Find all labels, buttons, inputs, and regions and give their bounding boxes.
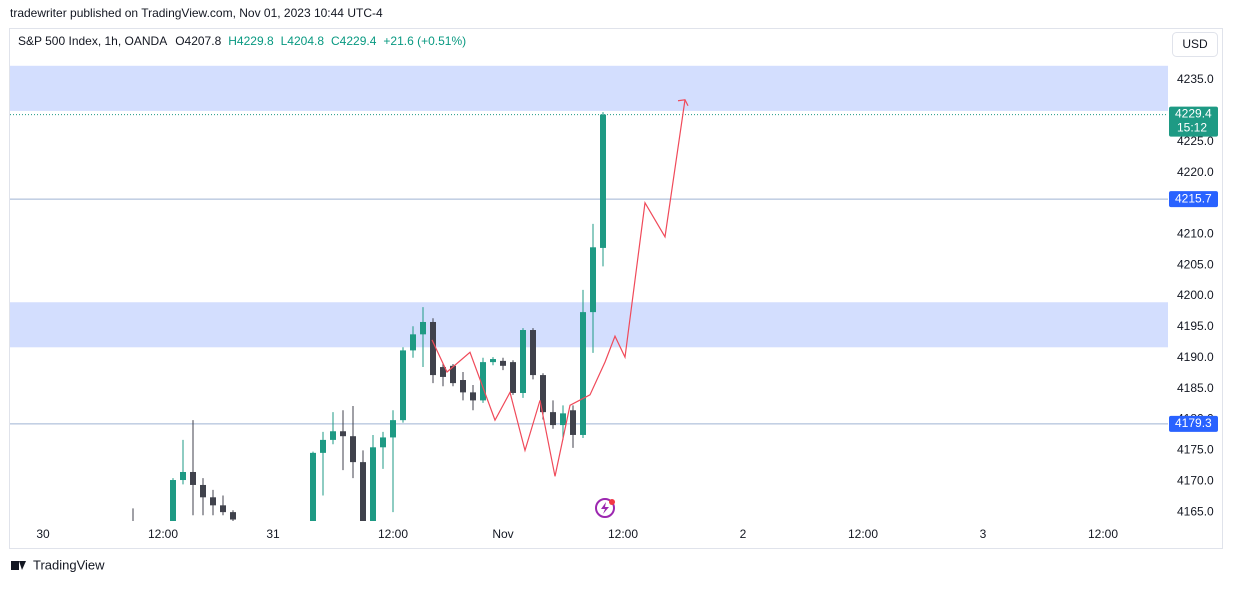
- x-tick-label: 12:00: [1088, 527, 1118, 541]
- candle-body: [590, 247, 596, 313]
- y-tick-label: 4235.0: [1177, 72, 1214, 86]
- x-tick-label: 12:00: [148, 527, 178, 541]
- x-tick-label: Nov: [492, 527, 513, 541]
- countdown: 15:12: [1177, 121, 1207, 135]
- header: tradewriter published on TradingView.com…: [10, 6, 383, 20]
- candle-body: [360, 462, 366, 521]
- y-tick-label: 4225.0: [1177, 134, 1214, 148]
- candle-body: [310, 452, 316, 521]
- candle-body: [450, 365, 456, 384]
- y-tick-label: 4190.0: [1177, 350, 1214, 364]
- candle-body: [390, 420, 396, 438]
- candle-body: [480, 362, 486, 401]
- candle-body: [230, 512, 236, 520]
- alert-icon: [595, 498, 615, 518]
- y-tick-label: 4165.0: [1177, 504, 1214, 518]
- zone: [10, 302, 1168, 348]
- candle-body: [130, 531, 136, 537]
- legend-title: S&P 500 Index, 1h, OANDA: [18, 34, 167, 48]
- candle-body: [470, 392, 476, 401]
- candle-body: [340, 431, 346, 437]
- level-label-bg: [1169, 191, 1218, 208]
- candle-body: [430, 321, 436, 376]
- candle-body: [580, 312, 586, 435]
- x-tick-label: 31: [266, 527, 280, 541]
- candle-body: [500, 360, 506, 366]
- candle-body: [420, 321, 426, 335]
- currency[interactable]: USD: [1182, 37, 1208, 51]
- candle-body: [530, 330, 536, 376]
- candle-body: [330, 431, 336, 440]
- candle-body: [180, 471, 186, 481]
- candle-body: [540, 375, 546, 413]
- candle-body: [570, 410, 576, 435]
- currency-button[interactable]: [1172, 32, 1218, 57]
- y-tick-label: 4200.0: [1177, 288, 1214, 302]
- logo: [11, 561, 26, 570]
- last-price-bg: [1169, 106, 1218, 137]
- y-tick-label: 4205.0: [1177, 257, 1214, 271]
- candle-body: [510, 362, 516, 393]
- candle-body: [320, 439, 326, 453]
- x-tick-label: 12:00: [608, 527, 638, 541]
- candle-body: [220, 505, 226, 513]
- candle-body: [170, 480, 176, 521]
- frame: [9, 28, 1223, 549]
- y-tick-label: 4175.0: [1177, 443, 1214, 457]
- candle-body: [190, 471, 196, 485]
- footer: TradingView: [33, 557, 105, 572]
- candle-body: [210, 497, 216, 506]
- candle-body: [550, 412, 556, 426]
- candle-body: [380, 437, 386, 448]
- zone: [10, 65, 1168, 111]
- x-tick-label: 3: [980, 527, 987, 541]
- candle-body: [490, 359, 496, 363]
- candle-body: [200, 484, 206, 498]
- x-tick-label: 30: [36, 527, 50, 541]
- level-label-bg: [1169, 415, 1218, 432]
- y-tick-label: 4170.0: [1177, 473, 1214, 487]
- level-label: 4215.7: [1175, 191, 1212, 205]
- y-tick-label: 4195.0: [1177, 319, 1214, 333]
- candle-body: [560, 413, 566, 426]
- y-tick-label: 4185.0: [1177, 381, 1214, 395]
- x-tick-label: 12:00: [378, 527, 408, 541]
- candle-body: [520, 330, 526, 393]
- x-tick-label: 12:00: [848, 527, 878, 541]
- candle-body: [400, 350, 406, 421]
- legend-value: H4229.8: [228, 34, 274, 48]
- candle-body: [370, 447, 376, 521]
- legend-value: +21.6 (+0.51%): [383, 34, 466, 48]
- candle-body: [440, 367, 446, 377]
- plot: [10, 65, 1168, 537]
- y-tick-label: 4210.0: [1177, 227, 1214, 241]
- y-tick-label: 4220.0: [1177, 165, 1214, 179]
- drawing-arrow: [677, 99, 689, 107]
- last-price-label: 4229.4: [1175, 107, 1212, 121]
- legend-value: O4207.8: [175, 34, 221, 48]
- candle-body: [460, 380, 466, 393]
- drawing-path: [431, 99, 686, 477]
- level-label: 4179.3: [1175, 416, 1212, 430]
- x-tick-label: 2: [740, 527, 747, 541]
- legend-value: C4229.4: [331, 34, 377, 48]
- candle-body: [410, 334, 416, 351]
- candle-body: [350, 436, 356, 463]
- legend-value: L4204.8: [281, 34, 325, 48]
- candle-body: [600, 114, 606, 248]
